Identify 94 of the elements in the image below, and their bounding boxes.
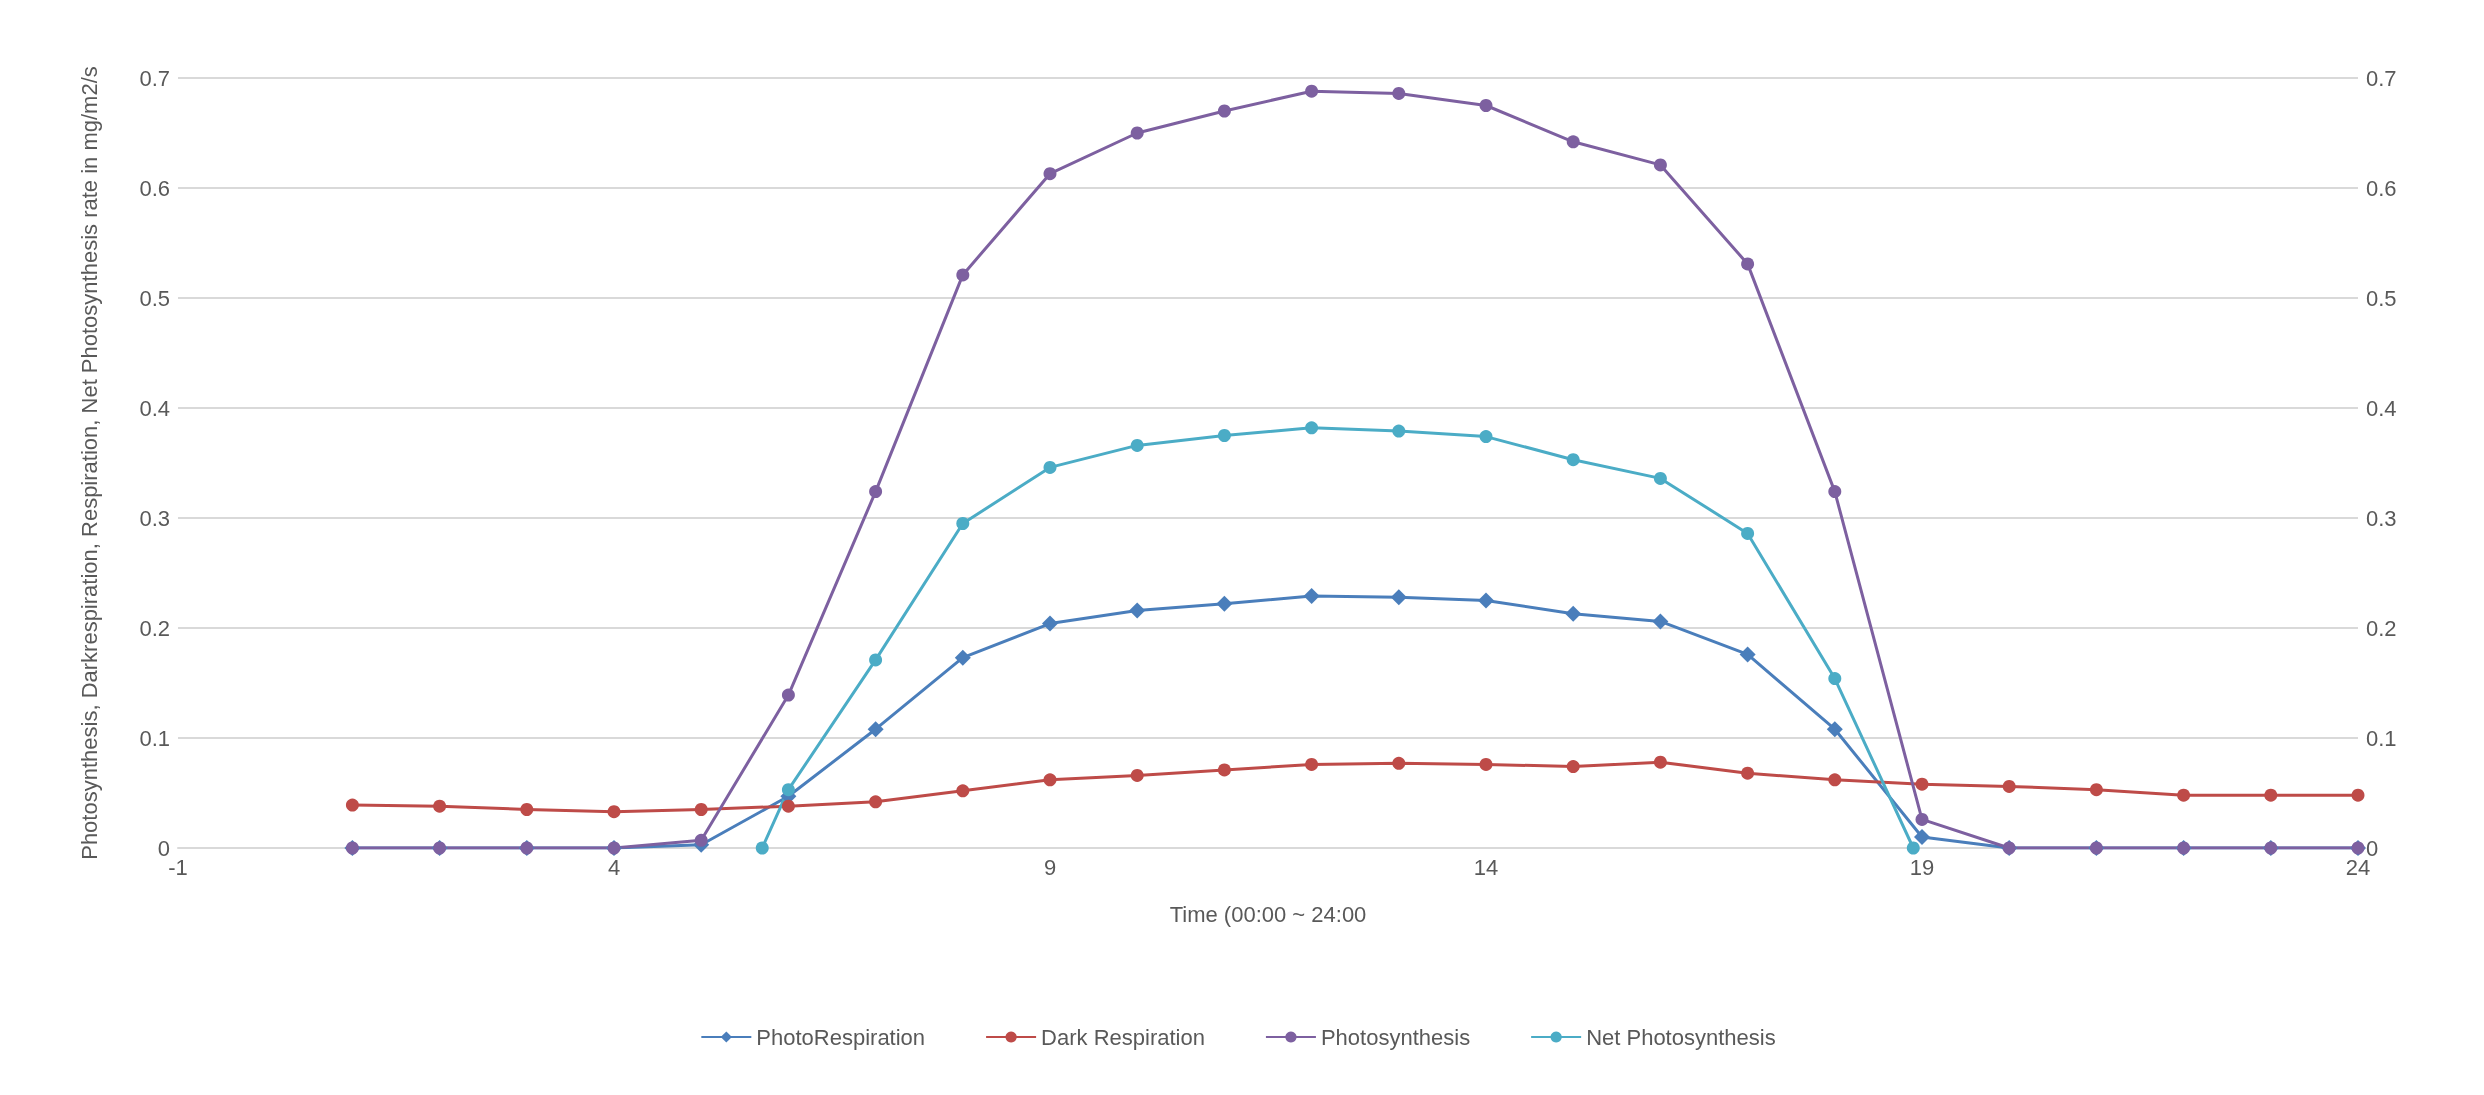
point — [869, 653, 883, 667]
point — [1828, 485, 1842, 499]
x-tick-label: 14 — [1473, 854, 1499, 880]
point — [956, 784, 970, 798]
point — [867, 721, 884, 738]
point — [1130, 768, 1144, 782]
y2-tick-label: 0 — [2366, 835, 2379, 861]
point — [1129, 602, 1146, 619]
point — [1828, 672, 1842, 686]
point — [1305, 84, 1319, 98]
y-axis-title: Photosynthesis, Darkrespiration, Respiration, Net Photosynthesis rate in mg/m2/s — [76, 66, 102, 860]
point — [1043, 460, 1057, 474]
point — [1479, 99, 1493, 112]
x-tick-label: 9 — [1043, 854, 1057, 880]
y2-tick-label: 0.4 — [2366, 395, 2397, 421]
point — [1741, 257, 1755, 271]
point — [1739, 646, 1756, 663]
point — [520, 803, 534, 816]
point — [1653, 755, 1667, 769]
x-tick-label: 4 — [607, 854, 621, 880]
point — [1392, 756, 1406, 770]
point — [869, 485, 883, 499]
x-tick-label: -1 — [168, 854, 188, 880]
y2-tick-label: 0.6 — [2366, 175, 2397, 201]
x-axis-title: Time (00:00 ~ 24:00 — [1169, 901, 1367, 927]
point — [1566, 453, 1580, 467]
point — [1479, 757, 1493, 771]
point — [2264, 788, 2278, 802]
point — [2089, 783, 2103, 797]
legend-label: PhotoRespiration — [756, 1024, 926, 1050]
point — [1217, 763, 1231, 777]
point — [607, 805, 621, 819]
point — [2002, 779, 2016, 793]
y-tick-label: 0.6 — [139, 175, 170, 201]
legend-label: Dark Respiration — [1041, 1024, 1205, 1050]
point — [1478, 592, 1494, 609]
point — [1653, 471, 1667, 485]
y-tick-label: 0.1 — [139, 725, 170, 751]
point — [1906, 841, 1920, 855]
point — [1392, 424, 1406, 438]
point — [1741, 766, 1755, 780]
point — [1741, 526, 1755, 540]
point — [1652, 613, 1669, 630]
point — [1914, 829, 1930, 845]
y2-tick-label: 0.5 — [2366, 285, 2397, 311]
point — [2351, 788, 2365, 802]
y2-tick-label: 0.3 — [2366, 505, 2397, 531]
point — [1130, 438, 1144, 452]
legend-label: Net Photosynthesis — [1586, 1024, 1776, 1050]
point — [781, 688, 795, 702]
point — [1305, 757, 1319, 771]
point — [1043, 773, 1057, 787]
point — [956, 268, 970, 282]
point — [694, 803, 708, 816]
point — [1915, 812, 1929, 826]
y-tick-label: 0.5 — [139, 285, 170, 311]
y2-tick-label: 0.1 — [2366, 725, 2397, 751]
x-tick-label: 19 — [1909, 854, 1935, 880]
y2-tick-label: 0.7 — [2366, 65, 2397, 91]
point — [1565, 605, 1582, 622]
point — [1303, 588, 1320, 605]
point — [1390, 589, 1407, 606]
y-tick-label: 0.2 — [139, 615, 170, 641]
y-tick-label: 0.7 — [139, 65, 170, 91]
point — [1566, 135, 1580, 149]
point — [1653, 158, 1667, 172]
point — [1216, 595, 1233, 612]
point — [1392, 86, 1406, 100]
point — [1828, 773, 1842, 787]
point — [869, 795, 883, 809]
point — [1217, 429, 1231, 442]
point — [1130, 126, 1144, 140]
point — [1566, 760, 1580, 774]
y-tick-label: 0.4 — [139, 395, 170, 421]
y2-tick-label: 0.2 — [2366, 615, 2397, 641]
point — [2177, 788, 2191, 802]
point — [954, 649, 971, 666]
legend-label: Photosynthesis — [1320, 1024, 1471, 1050]
point — [956, 517, 970, 530]
point — [1305, 421, 1319, 435]
point — [694, 833, 708, 847]
point — [1217, 104, 1231, 118]
point — [781, 799, 795, 813]
point — [781, 783, 795, 797]
point — [345, 798, 359, 812]
point — [755, 841, 769, 855]
point — [433, 799, 447, 813]
point — [1479, 430, 1493, 444]
y-tick-label: 0.3 — [139, 505, 170, 531]
point — [1826, 721, 1843, 738]
point — [1043, 167, 1057, 181]
point — [1915, 777, 1929, 791]
point — [1042, 615, 1058, 632]
y-tick-label: 0 — [157, 835, 170, 861]
